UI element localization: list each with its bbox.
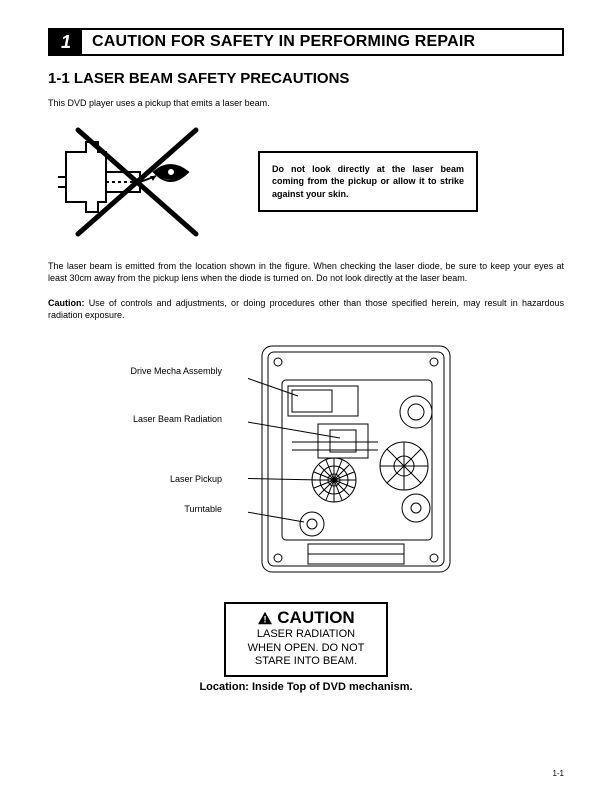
section-title: CAUTION FOR SAFETY IN PERFORMING REPAIR <box>82 30 562 54</box>
svg-text:!: ! <box>264 615 267 625</box>
section-title-bar: 1 CAUTION FOR SAFETY IN PERFORMING REPAI… <box>48 28 564 56</box>
callout-laser-pickup: Laser Pickup <box>92 474 222 484</box>
caution-body-2: WHEN OPEN. DO NOT <box>232 642 380 656</box>
callout-drive-mecha: Drive Mecha Assembly <box>92 366 222 376</box>
callout-turntable: Turntable <box>92 504 222 514</box>
paragraph-3: Caution: Use of controls and adjustments… <box>48 297 564 322</box>
location-caption: Location: Inside Top of DVD mechanism. <box>48 681 564 693</box>
caution-label-box: ! CAUTION LASER RADIATION WHEN OPEN. DO … <box>224 602 388 677</box>
mechanism-figure-area: Drive Mecha Assembly Laser Beam Radiatio… <box>48 334 564 594</box>
warning-text-box: Do not look directly at the laser beam c… <box>258 151 478 213</box>
section-number: 1 <box>50 30 82 54</box>
intro-paragraph: This DVD player uses a pickup that emits… <box>48 97 564 110</box>
callout-laser-beam: Laser Beam Radiation <box>92 414 222 424</box>
warning-triangle-icon: ! <box>257 611 273 625</box>
caution-body-1: LASER RADIATION <box>232 628 380 642</box>
caution-label-head: ! CAUTION <box>232 608 380 628</box>
caution-head-text: CAUTION <box>277 608 354 628</box>
caution-label: Caution: <box>48 298 85 308</box>
page-number: 1-1 <box>552 769 564 778</box>
paragraph-3-body: Use of controls and adjustments, or doin… <box>48 298 564 321</box>
mechanism-svg <box>248 338 468 588</box>
eye-warning-svg <box>58 122 218 242</box>
eye-warning-figure <box>58 122 218 242</box>
subsection-heading: 1-1 LASER BEAM SAFETY PRECAUTIONS <box>48 70 564 87</box>
caution-body-3: STARE INTO BEAM. <box>232 655 380 669</box>
paragraph-2: The laser beam is emitted from the locat… <box>48 260 564 285</box>
figure-row: Do not look directly at the laser beam c… <box>58 122 564 242</box>
